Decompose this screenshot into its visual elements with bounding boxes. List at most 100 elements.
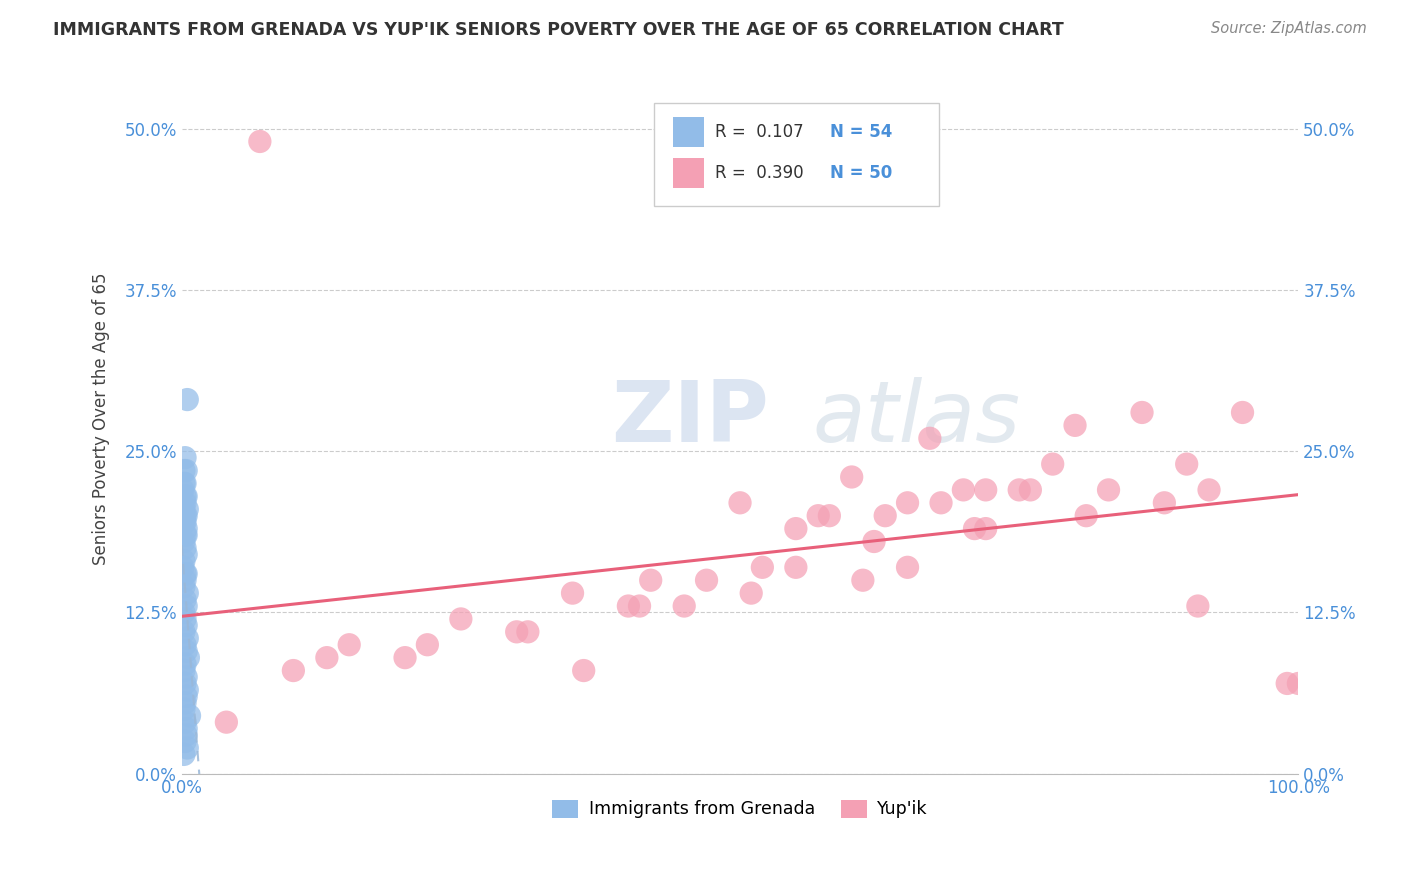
Text: atlas: atlas	[813, 377, 1021, 460]
Point	[173, 554, 195, 568]
Point	[173, 747, 195, 762]
Point	[1277, 676, 1299, 690]
Point	[337, 638, 360, 652]
Point	[505, 624, 527, 639]
Point	[215, 715, 238, 730]
Point	[174, 599, 197, 613]
Point	[176, 502, 198, 516]
Point	[1175, 457, 1198, 471]
Point	[174, 528, 197, 542]
Point	[1198, 483, 1220, 497]
Point	[174, 522, 197, 536]
Point	[174, 644, 197, 658]
Point	[173, 464, 195, 478]
Point	[174, 670, 197, 684]
Point	[174, 489, 197, 503]
Point	[1130, 405, 1153, 419]
Point	[174, 548, 197, 562]
Point	[863, 534, 886, 549]
Point	[174, 489, 197, 503]
Point	[896, 496, 918, 510]
Point	[174, 715, 197, 730]
Point	[177, 650, 200, 665]
Point	[174, 734, 197, 748]
Point	[174, 566, 197, 581]
Point	[628, 599, 651, 613]
Point	[174, 690, 197, 704]
Point	[785, 560, 807, 574]
Point	[283, 664, 305, 678]
Point	[818, 508, 841, 523]
Point	[174, 566, 197, 581]
Bar	[673, 117, 704, 147]
Point	[174, 541, 197, 555]
Point	[174, 528, 197, 542]
Point	[852, 573, 875, 587]
Point	[174, 508, 197, 523]
Point	[1097, 483, 1119, 497]
Point	[172, 560, 194, 574]
Point	[174, 638, 197, 652]
Point	[696, 573, 718, 587]
Legend: Immigrants from Grenada, Yup'ik: Immigrants from Grenada, Yup'ik	[546, 793, 935, 825]
Point	[1064, 418, 1087, 433]
Point	[173, 580, 195, 594]
Point	[673, 599, 696, 613]
Point	[174, 508, 197, 523]
Point	[450, 612, 472, 626]
Text: R =  0.107: R = 0.107	[716, 123, 804, 141]
Point	[174, 722, 197, 736]
Point	[640, 573, 662, 587]
Point	[315, 650, 337, 665]
Point	[572, 664, 595, 678]
Point	[1187, 599, 1209, 613]
Point	[963, 522, 986, 536]
Text: Source: ZipAtlas.com: Source: ZipAtlas.com	[1211, 21, 1367, 37]
Point	[807, 508, 830, 523]
Point	[172, 483, 194, 497]
Point	[173, 664, 195, 678]
Point	[929, 496, 952, 510]
Point	[176, 586, 198, 600]
Point	[174, 450, 197, 465]
Point	[174, 496, 197, 510]
Point	[785, 522, 807, 536]
Point	[174, 573, 197, 587]
Point	[1019, 483, 1042, 497]
Point	[174, 657, 197, 672]
Point	[249, 135, 271, 149]
Point	[173, 515, 195, 529]
Point	[974, 522, 997, 536]
Point	[173, 476, 195, 491]
Point	[1286, 676, 1309, 690]
Point	[918, 431, 941, 445]
Point	[173, 534, 195, 549]
Text: N = 54: N = 54	[831, 123, 893, 141]
Point	[179, 708, 201, 723]
Point	[174, 618, 197, 632]
Point	[174, 515, 197, 529]
Point	[1008, 483, 1031, 497]
Point	[875, 508, 897, 523]
Point	[394, 650, 416, 665]
Point	[176, 682, 198, 697]
Point	[516, 624, 538, 639]
Point	[176, 741, 198, 756]
Point	[176, 392, 198, 407]
Point	[841, 470, 863, 484]
Point	[174, 676, 197, 690]
Point	[173, 502, 195, 516]
Point	[561, 586, 583, 600]
Point	[617, 599, 640, 613]
Point	[1042, 457, 1064, 471]
Point	[1076, 508, 1098, 523]
Point	[174, 592, 197, 607]
Point	[896, 560, 918, 574]
Point	[416, 638, 439, 652]
Point	[751, 560, 773, 574]
Point	[174, 612, 197, 626]
Y-axis label: Seniors Poverty Over the Age of 65: Seniors Poverty Over the Age of 65	[93, 273, 110, 566]
Point	[173, 624, 195, 639]
Point	[174, 728, 197, 742]
Point	[176, 632, 198, 646]
